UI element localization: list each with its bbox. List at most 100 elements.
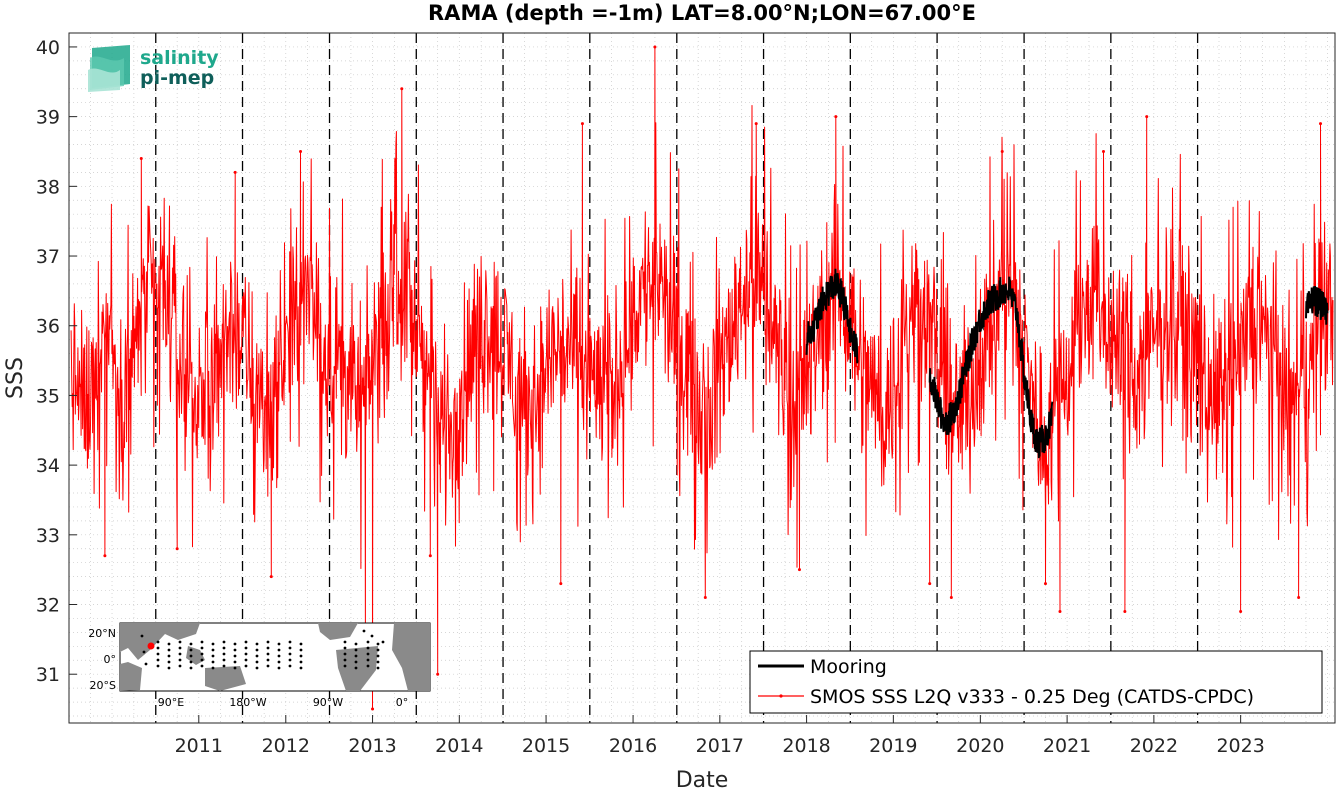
- inset-buoy-dot: [299, 654, 303, 658]
- x-tick-label-2015: 2015: [522, 735, 570, 757]
- inset-buoy-dot: [244, 640, 248, 644]
- inset-buoy-dot: [266, 664, 270, 668]
- smos-extreme-point: [653, 45, 657, 49]
- y-tick-label-38: 38: [36, 176, 60, 198]
- inset-buoy-dot: [178, 640, 182, 644]
- inset-buoy-dot: [156, 652, 160, 656]
- y-tick-label-33: 33: [36, 525, 60, 547]
- inset-buoy-dot: [233, 654, 237, 658]
- inset-buoy-dot: [211, 666, 215, 670]
- inset-buoy-dot: [255, 654, 259, 658]
- smos-extreme-point: [175, 547, 179, 551]
- inset-buoy-dot: [354, 648, 358, 652]
- smos-extreme-point: [928, 582, 932, 586]
- inset-lon-90w: 90°W: [313, 696, 343, 709]
- inset-buoy-dot: [376, 666, 380, 670]
- inset-buoy-dot: [288, 664, 292, 668]
- inset-buoy-dot: [354, 660, 358, 664]
- inset-buoy-dot: [354, 666, 358, 670]
- inset-buoy-dot: [299, 660, 303, 664]
- inset-buoy-dot: [167, 642, 171, 646]
- legend-box: [749, 650, 1323, 714]
- inset-buoy-dot: [244, 646, 248, 650]
- inset-buoy-dot: [189, 660, 193, 664]
- inset-buoy-dot: [156, 646, 160, 650]
- mooring-segment-1: [928, 276, 1054, 459]
- inset-buoy-dot: [200, 664, 204, 668]
- inset-buoy-dot: [354, 642, 358, 646]
- inset-buoy-dot: [167, 654, 171, 658]
- inset-buoy-dot: [178, 652, 182, 656]
- mooring-segment-2: [1305, 285, 1329, 325]
- inset-buoy-dot: [343, 640, 347, 644]
- smos-extreme-point: [436, 672, 440, 676]
- y-tick-label-40: 40: [36, 37, 60, 59]
- inset-buoy-dot: [244, 652, 248, 656]
- inset-lat-0: 0°: [104, 653, 117, 666]
- inset-lon-90e: 90°E: [158, 696, 184, 709]
- smos-extreme-point: [428, 554, 432, 558]
- inset-buoy-dot: [178, 658, 182, 662]
- smos-extreme-point: [703, 596, 707, 600]
- x-tick-label-2018: 2018: [782, 735, 830, 757]
- smos-extreme-point: [797, 568, 801, 572]
- smos-extreme-point: [1123, 609, 1127, 613]
- inset-landmasses: [120, 623, 430, 691]
- inset-buoy-dot: [233, 666, 237, 670]
- y-axis-label: SSS: [3, 357, 28, 399]
- x-axis-label: Date: [676, 768, 729, 790]
- inset-buoy-dot: [233, 648, 237, 652]
- smos-extreme-point: [1043, 582, 1047, 586]
- smos-extreme-point: [1145, 115, 1149, 119]
- inset-buoy-dot: [178, 664, 182, 668]
- smos-extreme-point: [371, 707, 375, 711]
- inset-buoy-dot: [366, 646, 370, 650]
- legend-label-smos: SMOS SSS L2Q v333 - 0.25 Deg (CATDS-CPDC…: [810, 686, 1254, 708]
- x-tick-label-2021: 2021: [1043, 735, 1091, 757]
- inset-buoy-dot: [277, 654, 281, 658]
- inset-buoy-dot: [277, 660, 281, 664]
- x-tick-label-2022: 2022: [1130, 735, 1178, 757]
- inset-buoy-dot: [222, 658, 226, 662]
- legend-label-mooring: Mooring: [810, 656, 887, 678]
- inset-buoy-dot: [343, 652, 347, 656]
- y-tick-label-39: 39: [36, 107, 60, 129]
- smos-extreme-point: [949, 596, 953, 600]
- inset-buoy-dot: [354, 654, 358, 658]
- inset-buoy-dot: [288, 652, 292, 656]
- inset-buoy-dot: [299, 666, 303, 670]
- mooring-series: [805, 268, 1329, 459]
- smos-extreme-point: [269, 575, 273, 579]
- inset-buoy-dot: [167, 648, 171, 652]
- inset-buoy-dot: [376, 648, 380, 652]
- x-tick-label-2013: 2013: [348, 735, 396, 757]
- logo-text-salinity: salinity: [140, 47, 219, 69]
- inset-buoy-dot: [244, 658, 248, 662]
- x-tick-label-2019: 2019: [869, 735, 917, 757]
- inset-buoy-dot: [381, 640, 385, 644]
- inset-buoy-dot: [144, 662, 148, 666]
- smos-extreme-point: [754, 122, 758, 126]
- inset-buoy-dot: [343, 664, 347, 668]
- inset-buoy-dot: [200, 658, 204, 662]
- inset-buoy-dot: [288, 646, 292, 650]
- inset-buoy-dot: [366, 664, 370, 668]
- inset-buoy-dot: [277, 666, 281, 670]
- y-axis-ticks: 31 32 33 34 35 36 37 38 39 40: [36, 37, 77, 686]
- y-tick-label-36: 36: [36, 316, 60, 338]
- inset-buoy-dot: [255, 666, 259, 670]
- legend: Mooring SMOS SSS L2Q v333 - 0.25 Deg (CA…: [749, 650, 1323, 714]
- inset-buoy-dot: [255, 660, 259, 664]
- inset-buoy-dot: [140, 634, 144, 638]
- inset-buoy-dot: [299, 642, 303, 646]
- inset-buoy-dot: [288, 658, 292, 662]
- smos-extreme-point: [559, 582, 563, 586]
- smos-extreme-point: [139, 156, 143, 160]
- inset-buoy-dot: [189, 642, 193, 646]
- inset-buoy-dot: [233, 660, 237, 664]
- x-tick-label-2012: 2012: [262, 735, 310, 757]
- inset-map: 20°N 0° 20°S 90°E 180°W 90°W 0°: [88, 622, 431, 709]
- inset-buoy-dot: [376, 660, 380, 664]
- inset-buoy-dot: [167, 660, 171, 664]
